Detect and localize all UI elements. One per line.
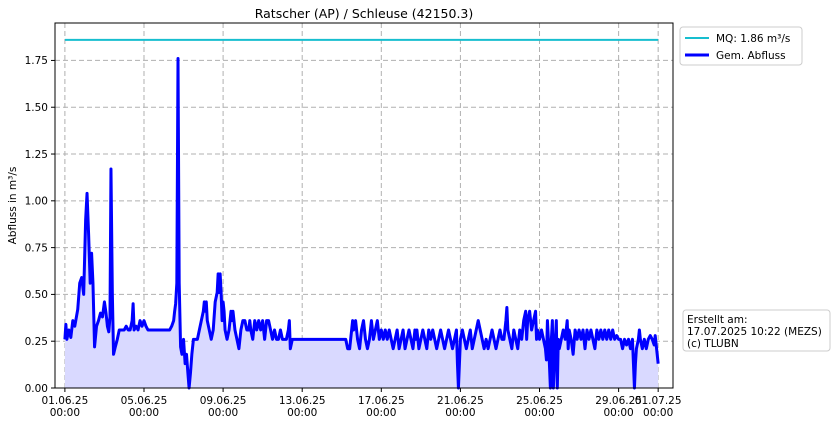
x-tick-label-date: 21.06.25: [437, 395, 484, 407]
x-tick-label-time: 00:00: [603, 407, 633, 419]
x-tick-label-time: 00:00: [287, 407, 317, 419]
discharge-series-line: [63, 57, 660, 390]
y-tick-label: 0.50: [25, 289, 48, 301]
plot-frame: [54, 22, 674, 389]
creation-note-line3: (c) TLUBN: [687, 338, 739, 350]
y-tick-label: 1.25: [25, 149, 48, 161]
creation-note: Erstellt am: 17.07.2025 10:22 (MEZS) (c)…: [682, 309, 831, 352]
y-axis-label: Abfluss in m³/s: [7, 167, 19, 245]
x-tick-label-date: 05.06.25: [121, 395, 168, 407]
x-tick-label-time: 00:00: [445, 407, 475, 419]
creation-note-line2: 17.07.2025 10:22 (MEZS): [687, 326, 822, 338]
x-tick-label-time: 00:00: [643, 407, 673, 419]
legend-label-mq: MQ: 1.86 m³/s: [716, 33, 790, 45]
plot-area: [54, 22, 674, 390]
x-tick-label-time: 00:00: [50, 407, 80, 419]
x-tick-label-date: 29.06.25: [595, 395, 642, 407]
x-tick-label-date: 17.06.25: [358, 395, 405, 407]
chart-title: Ratscher (AP) / Schleuse (42150.3): [255, 6, 474, 21]
x-tick-label-time: 00:00: [208, 407, 238, 419]
creation-note-line1: Erstellt am:: [687, 314, 748, 326]
x-tick-label-time: 00:00: [366, 407, 396, 419]
x-tick-label-date: 01.06.25: [42, 395, 89, 407]
legend-label-discharge: Gem. Abfluss: [716, 50, 786, 62]
y-tick-label: 1.00: [25, 196, 48, 208]
x-tick-label-date: 01.07.25: [635, 395, 682, 407]
x-tick-label-time: 00:00: [129, 407, 159, 419]
x-tick-label-date: 25.06.25: [516, 395, 563, 407]
x-axis: 01.06.2500:0005.06.2500:0009.06.2500:001…: [42, 388, 682, 419]
x-tick-label-date: 09.06.25: [200, 395, 247, 407]
y-tick-label: 1.50: [25, 102, 48, 114]
x-tick-label-date: 13.06.25: [279, 395, 326, 407]
discharge-area-fill: [64, 58, 659, 389]
legend: MQ: 1.86 m³/s Gem. Abfluss: [679, 26, 803, 66]
y-tick-label: 0.75: [25, 242, 48, 254]
y-tick-label: 0.25: [25, 336, 48, 348]
y-tick-label: 1.75: [25, 55, 48, 67]
x-tick-label-time: 00:00: [524, 407, 554, 419]
y-axis: 0.00 0.25 0.50 0.75 1.00 1.25 1.50 1.75: [25, 55, 55, 395]
legend-box: [679, 26, 803, 66]
creation-note-box: [682, 309, 831, 352]
y-tick-label: 0.00: [25, 383, 48, 395]
